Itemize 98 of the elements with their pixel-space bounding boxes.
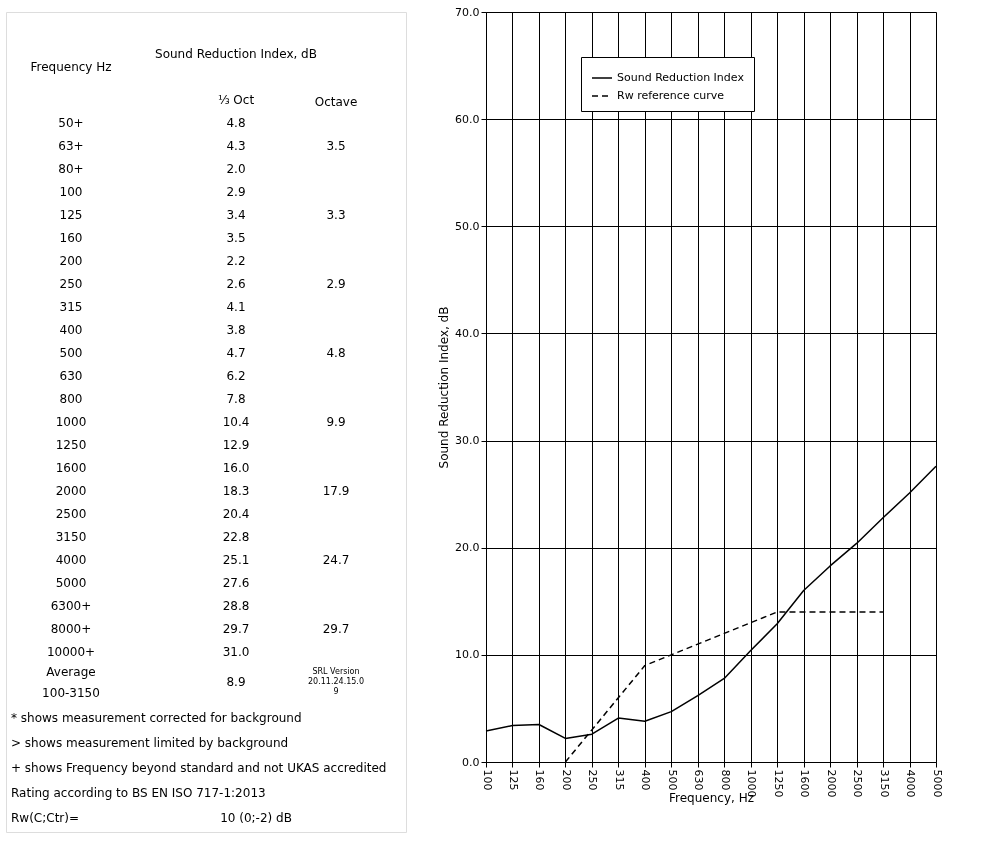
text: 16.0 <box>222 461 250 475</box>
text: Frequency Hz <box>30 60 112 74</box>
x-tick-label: 1600 <box>798 769 812 798</box>
legend-label: Sound Reduction Index <box>617 71 745 84</box>
text: 2.2 <box>226 254 246 268</box>
text: 4.8 <box>226 116 246 130</box>
x-tick-label: 2000 <box>824 769 838 798</box>
text: 4.1 <box>226 300 246 314</box>
text: 3.5 <box>326 139 346 153</box>
text: 4.3 <box>226 139 246 153</box>
x-tick-label: 4000 <box>904 769 918 798</box>
text: Rating according to BS EN ISO 717-1:2013 <box>11 786 266 800</box>
x-tick-label: 630 <box>692 769 706 791</box>
text: 10 (0;-2) dB <box>220 811 292 825</box>
text: 8000+ <box>50 622 92 636</box>
text: 5000 <box>55 576 87 590</box>
text: 1600 <box>55 461 87 475</box>
text: 250 <box>59 277 83 291</box>
text: 17.9 <box>322 484 350 498</box>
x-tick-label: 1250 <box>771 769 785 798</box>
text: 4000 <box>55 553 87 567</box>
text: 200 <box>59 254 83 268</box>
text: 500 <box>59 346 83 360</box>
text: 800 <box>59 392 83 406</box>
text: 28.8 <box>222 599 250 613</box>
text: 3.5 <box>226 231 246 245</box>
y-axis-title: Sound Reduction Index, dB <box>437 306 452 469</box>
text: 2.9 <box>226 185 246 199</box>
text: 315 <box>59 300 83 314</box>
text: 100-3150 <box>42 686 100 700</box>
text: 63+ <box>58 139 84 153</box>
text: 29.7 <box>322 622 350 636</box>
text: 630 <box>59 369 83 383</box>
text: 27.6 <box>222 576 250 590</box>
text: 160 <box>59 231 83 245</box>
x-tick-label: 500 <box>665 769 679 791</box>
text: 3.8 <box>226 323 246 337</box>
text: ⅓ Oct <box>217 93 255 107</box>
text: 4.8 <box>326 346 346 360</box>
x-tick-label: 400 <box>639 769 653 791</box>
text: > shows measurement limited by background <box>11 736 289 750</box>
text: 24.7 <box>322 553 350 567</box>
text: 18.3 <box>222 484 250 498</box>
text: Average <box>46 665 96 679</box>
y-tick-label: 20.0 <box>455 541 480 555</box>
text: 25.1 <box>222 553 250 567</box>
y-tick-label: 0.0 <box>462 755 480 769</box>
x-tick-label: 315 <box>612 769 626 791</box>
text: 29.7 <box>222 622 250 636</box>
text: 9.9 <box>326 415 346 429</box>
x-tick-label: 2500 <box>851 769 865 798</box>
text: 50+ <box>58 116 84 130</box>
text: 31.0 <box>222 645 250 659</box>
text: 10.4 <box>222 415 250 429</box>
text: 1250 <box>55 438 87 452</box>
text: 400 <box>59 323 83 337</box>
y-tick-label: 40.0 <box>455 326 480 340</box>
y-tick-label: 70.0 <box>455 5 480 19</box>
text: Octave <box>314 95 358 109</box>
x-tick-label: 5000 <box>930 769 944 798</box>
text: Sound Reduction Index, dB <box>155 47 317 61</box>
text: 22.8 <box>222 530 250 544</box>
x-tick-label: 160 <box>533 769 547 791</box>
text: 10000+ <box>46 645 96 659</box>
text: 6.2 <box>226 369 246 383</box>
text: 4.7 <box>226 346 246 360</box>
x-tick-label: 200 <box>559 769 573 791</box>
x-tick-label: 100 <box>480 769 494 791</box>
text: 2000 <box>55 484 87 498</box>
x-tick-label: 3150 <box>877 769 891 798</box>
text: * shows measurement corrected for background <box>11 711 302 725</box>
y-tick-label: 30.0 <box>455 434 480 448</box>
text: 125 <box>59 208 83 222</box>
text: 3.3 <box>326 208 346 222</box>
text: SRL Version 20.11.24.15.0 9 <box>308 667 364 696</box>
text: 3.4 <box>226 208 246 222</box>
text: Rw(C;Ctr)= <box>11 811 80 825</box>
y-tick-label: 10.0 <box>455 648 480 662</box>
text: 2.0 <box>226 162 246 176</box>
text: 6300+ <box>50 599 92 613</box>
x-tick-label: 250 <box>586 769 600 791</box>
text: + shows Frequency beyond standard and not UKAS accredited <box>11 761 387 775</box>
text: 12.9 <box>222 438 250 452</box>
text: 7.8 <box>226 392 246 406</box>
text: 1000 <box>55 415 87 429</box>
x-tick-label: 800 <box>718 769 732 791</box>
x-tick-label: 125 <box>506 769 520 791</box>
text: 2.6 <box>226 277 246 291</box>
text: 8.9 <box>226 675 246 689</box>
y-tick-label: 60.0 <box>455 112 480 126</box>
text: 100 <box>59 185 83 199</box>
legend-label: Rw reference curve <box>617 89 725 102</box>
text: 2500 <box>55 507 87 521</box>
text: 20.4 <box>222 507 250 521</box>
text: 80+ <box>58 162 84 176</box>
text: 3150 <box>55 530 87 544</box>
y-tick-label: 50.0 <box>455 219 480 233</box>
text: 2.9 <box>326 277 346 291</box>
